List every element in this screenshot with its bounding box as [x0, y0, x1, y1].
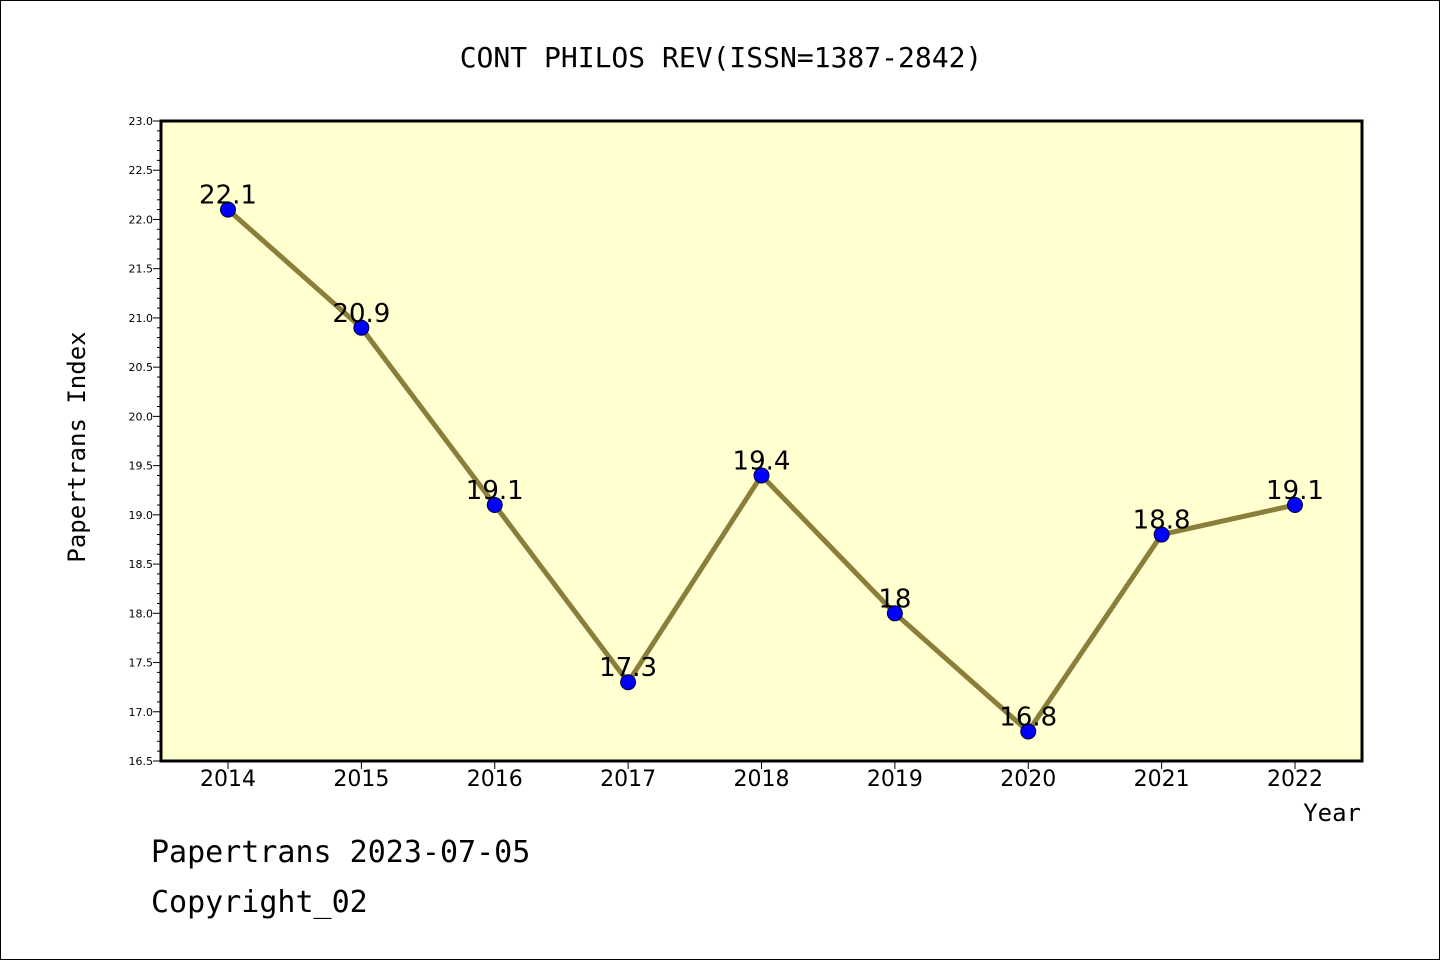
data-label: 19.1	[466, 476, 524, 506]
x-tick-label: 2018	[734, 767, 790, 792]
y-tick-label: 23.0	[129, 115, 154, 128]
y-tick-label: 21.0	[129, 312, 154, 325]
y-tick-label: 20.5	[129, 361, 154, 374]
y-tick-label: 17.5	[129, 657, 154, 670]
y-tick-label: 19.5	[129, 460, 154, 473]
data-label: 18	[878, 584, 911, 614]
y-tick-label: 18.0	[129, 607, 154, 620]
x-tick-label: 2020	[1000, 767, 1056, 792]
data-label: 18.8	[1133, 506, 1191, 536]
y-tick-label: 22.5	[129, 164, 154, 177]
y-tick-label: 18.5	[129, 558, 154, 571]
footer-date: Papertrans 2023-07-05	[151, 835, 531, 870]
x-tick-label: 2015	[333, 767, 389, 792]
data-point	[486, 497, 503, 513]
data-point	[1287, 497, 1303, 513]
y-tick-label: 16.5	[129, 755, 154, 768]
data-point	[1153, 526, 1170, 543]
plot-area	[159, 119, 1364, 763]
y-tick-label: 22.0	[129, 213, 154, 226]
y-axis: 16.5 17.0 17.5 18.0 18.5 19.0 19.5 20.0 20.5 21.0…	[129, 115, 161, 768]
data-point	[886, 605, 903, 622]
y-tick-label: 17.0	[129, 706, 154, 719]
data-point	[220, 201, 236, 218]
data-labels-group: 22.1 20.9 19.1 17.3 19.4 18 16.8 18.8 19.1	[199, 181, 1324, 733]
x-tick-label: 2016	[467, 767, 523, 792]
y-axis-label: Papertrans Index	[63, 331, 91, 562]
y-tick-label: 20.0	[129, 410, 154, 423]
x-tick-label: 2014	[200, 767, 256, 792]
data-point	[753, 467, 770, 484]
data-point	[1020, 723, 1037, 740]
x-tick-label: 2022	[1267, 767, 1323, 792]
footer-copyright: Copyright_02	[151, 885, 368, 920]
data-label: 22.1	[199, 181, 257, 211]
data-label: 19.1	[1266, 476, 1324, 506]
data-point	[620, 674, 637, 691]
x-axis: 2014 2015 2016 2017 2018 2019 2020 2021 2022	[200, 761, 1323, 792]
data-point	[353, 319, 370, 336]
x-tick-label: 2017	[600, 767, 656, 792]
data-label: 16.8	[999, 702, 1057, 732]
data-label: 20.9	[332, 299, 390, 329]
data-label: 19.4	[733, 446, 791, 476]
x-tick-label: 2019	[867, 767, 923, 792]
markers-group	[220, 201, 1303, 740]
data-label: 17.3	[599, 653, 657, 683]
x-tick-label: 2021	[1134, 767, 1190, 792]
x-axis-label: Year	[1303, 799, 1361, 827]
chart-title: CONT PHILOS REV(ISSN=1387-2842)	[460, 41, 983, 74]
y-tick-label: 19.0	[129, 509, 154, 522]
y-tick-label: 21.5	[129, 263, 154, 276]
